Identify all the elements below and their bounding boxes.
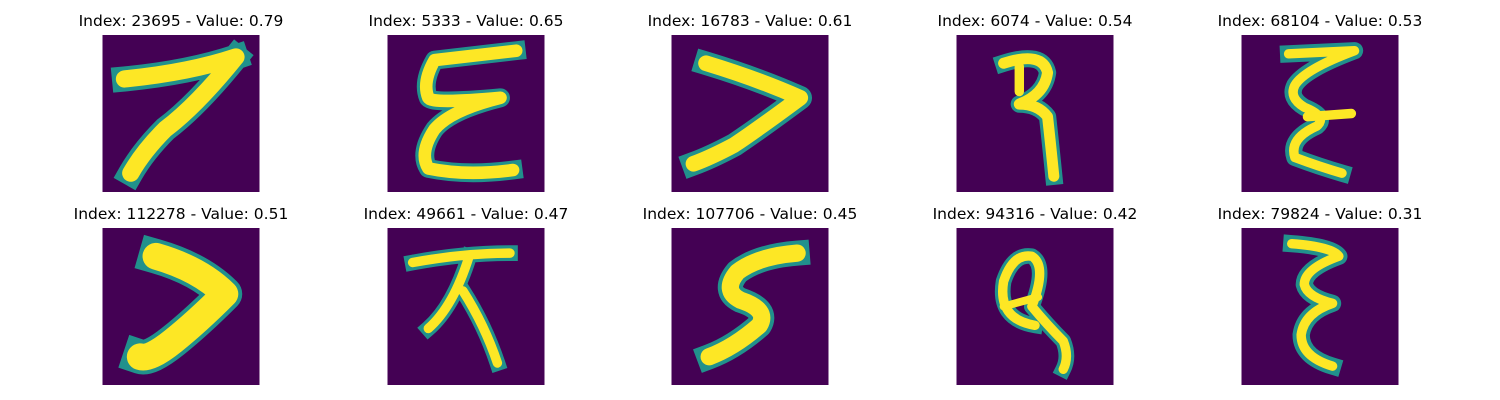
image-panel-9: Index: 94316 - Value: 0.42: [920, 204, 1150, 385]
image-panel-10: Index: 79824 - Value: 0.31: [1205, 204, 1435, 385]
panel-title: Index: 79824 - Value: 0.31: [1217, 205, 1423, 223]
panel-title: Index: 68104 - Value: 0.53: [1217, 12, 1423, 30]
image-panel-2: Index: 5333 - Value: 0.65: [351, 11, 581, 192]
panel-title: Index: 94316 - Value: 0.42: [932, 205, 1138, 223]
image-panel-7: Index: 49661 - Value: 0.47: [351, 204, 581, 385]
digit-image-7: [387, 228, 545, 385]
image-panel-3: Index: 16783 - Value: 0.61: [635, 11, 865, 192]
panel-title: Index: 23695 - Value: 0.79: [78, 12, 284, 30]
digit-image-1: [102, 35, 260, 192]
panel-title: Index: 5333 - Value: 0.65: [368, 12, 564, 30]
panel-title: Index: 49661 - Value: 0.47: [363, 205, 569, 223]
digit-image-6: [102, 228, 260, 385]
panel-title: Index: 107706 - Value: 0.45: [642, 205, 858, 223]
image-panel-1: Index: 23695 - Value: 0.79: [66, 11, 296, 192]
digit-image-5: [1241, 35, 1399, 192]
digit-image-9: [956, 228, 1114, 385]
digit-image-10: [1241, 228, 1399, 385]
image-panel-4: Index: 6074 - Value: 0.54: [920, 11, 1150, 192]
image-panel-6: Index: 112278 - Value: 0.51: [66, 204, 296, 385]
digit-image-3: [671, 35, 829, 192]
digit-image-4: [956, 35, 1114, 192]
image-panel-8: Index: 107706 - Value: 0.45: [635, 204, 865, 385]
digit-image-8: [671, 228, 829, 385]
panel-title: Index: 112278 - Value: 0.51: [73, 205, 289, 223]
image-panel-5: Index: 68104 - Value: 0.53: [1205, 11, 1435, 192]
digit-image-2: [387, 35, 545, 192]
panel-title: Index: 16783 - Value: 0.61: [647, 12, 853, 30]
panel-title: Index: 6074 - Value: 0.54: [937, 12, 1133, 30]
